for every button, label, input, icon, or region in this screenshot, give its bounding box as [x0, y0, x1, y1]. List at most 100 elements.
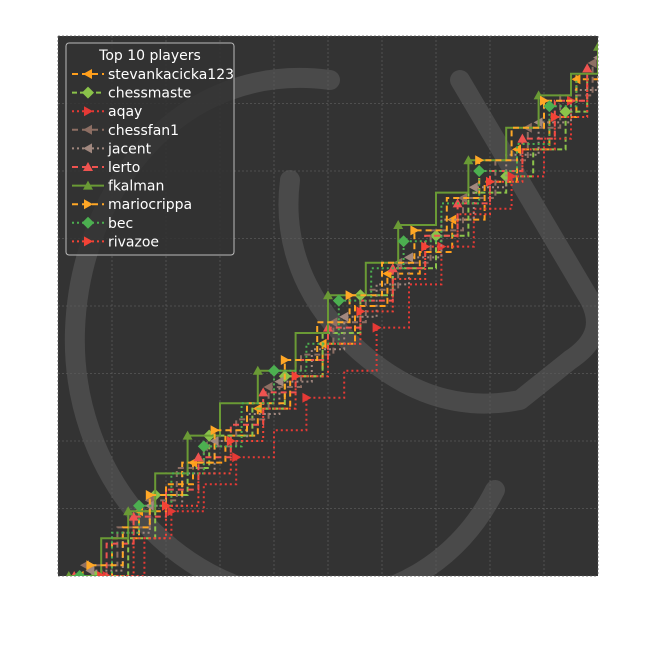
series-point-rivazoe-0	[97, 571, 107, 576]
series-point-fkalman-2	[123, 506, 134, 516]
series-point-rivazoe-4	[226, 436, 236, 446]
series-point-bec-10	[397, 235, 410, 248]
series-point-mariocrippa-8	[345, 290, 355, 301]
series-point-fkalman-16	[593, 41, 598, 51]
series-point-bec-12	[473, 165, 486, 177]
legend-label: aqay	[108, 104, 142, 120]
series-point-bec-14	[543, 100, 556, 113]
series-jacent	[85, 54, 598, 576]
series-point-fkalman-8	[323, 290, 333, 300]
series-point-rivazoe-12	[486, 176, 495, 187]
legend-item-rivazoe: rivazoe	[72, 234, 159, 250]
series-point-chessfan1-16	[587, 58, 597, 68]
series-point-fkalman-6	[252, 365, 263, 375]
legend-label: fkalman	[108, 179, 164, 195]
series-point-jacent-6	[274, 376, 284, 387]
series-point-aqay-2	[167, 506, 177, 517]
legend-label: bec	[108, 216, 133, 232]
series-line-chessmaste	[95, 79, 589, 576]
series-point-aqay-8	[372, 322, 382, 333]
series-point-mariocrippa-4	[210, 425, 220, 436]
series-point-aqay-6	[302, 392, 312, 403]
legend-item-jacent: jacent	[72, 141, 152, 157]
series-point-bec-6	[268, 364, 280, 377]
series-point-lerto-4	[193, 452, 204, 462]
series-rivazoe	[97, 84, 589, 576]
legend-swatch-marker	[83, 124, 92, 135]
legend-label: rivazoe	[108, 234, 159, 250]
legend-swatch-marker	[83, 180, 93, 190]
series-point-lerto-14	[517, 133, 528, 143]
series-point-chessmaste-14	[559, 105, 572, 118]
legend-item-lerto: lerto	[72, 160, 140, 176]
series-point-stevankacicka123-12	[447, 214, 457, 225]
legend: Top 10 players stevankacicka123 chessmast…	[65, 42, 235, 256]
legend-label: stevankacicka123	[108, 67, 234, 83]
series-point-fkalman-0	[66, 571, 72, 576]
legend-item-chessfan1: chessfan1	[72, 123, 179, 139]
series-point-bec-4	[197, 440, 210, 453]
legend-swatch-marker	[84, 236, 93, 247]
series-point-jacent-16	[593, 54, 598, 61]
series-line-stevankacicka123	[79, 63, 598, 576]
legend-swatch-marker	[83, 162, 93, 171]
series-point-fkalman-4	[182, 430, 193, 440]
series-point-jacent-8	[339, 311, 349, 322]
legend-swatch-marker	[83, 69, 92, 79]
series-point-fkalman-12	[463, 155, 474, 165]
series-point-lerto-6	[258, 387, 269, 397]
series-point-jacent-2	[144, 500, 154, 511]
series-point-rivazoe-14	[550, 112, 560, 122]
legend-label: chessfan1	[108, 123, 179, 139]
legend-label: jacent	[107, 141, 152, 157]
legend-item-chessmaste: chessmaste	[72, 86, 191, 102]
legend-item-aqay: aqay	[72, 104, 142, 120]
legend-frame	[65, 42, 235, 256]
series-point-rivazoe-10	[421, 241, 431, 252]
series-point-lerto-16	[582, 63, 593, 73]
series-point-aqay-12	[507, 171, 517, 182]
legend-item-fkalman: fkalman	[72, 179, 164, 195]
series-line-aqay	[106, 79, 589, 576]
series-point-lerto-2	[128, 511, 139, 521]
legend-swatch-marker	[82, 86, 94, 99]
series-line-rivazoe	[101, 84, 589, 576]
legend-label: chessmaste	[108, 86, 191, 102]
series-point-stevankacicka123-14	[512, 144, 521, 155]
series-point-mariocrippa-0	[86, 560, 96, 571]
legend-title: Top 10 players	[98, 48, 201, 64]
series-point-rivazoe-8	[356, 306, 366, 317]
legend-label: mariocrippa	[108, 197, 192, 213]
legend-items: stevankacicka123 chessmaste aqay chessfan1 j…	[72, 67, 234, 250]
series-point-mariocrippa-14	[540, 95, 549, 106]
series-point-jacent-12	[468, 182, 478, 193]
legend-swatch-marker	[84, 199, 93, 210]
series-point-bec-8	[332, 294, 345, 307]
series-point-aqay-4	[232, 452, 242, 463]
series-mariocrippa	[86, 73, 578, 571]
legend-swatch-marker	[82, 216, 94, 229]
series-point-jacent-0	[85, 565, 95, 576]
series-point-mariocrippa-10	[410, 225, 420, 236]
series-point-chessfan1-6	[263, 382, 273, 392]
legend-item-mariocrippa: mariocrippa	[72, 197, 192, 213]
series-point-mariocrippa-2	[145, 490, 155, 500]
series-point-chessfan1-12	[458, 193, 467, 203]
series-line-mariocrippa	[90, 73, 578, 567]
legend-item-bec: bec	[72, 216, 133, 232]
series-point-rivazoe-2	[162, 500, 171, 511]
legend-item-stevankacicka123: stevankacicka123	[72, 67, 234, 83]
series-layer	[66, 41, 598, 576]
legend-swatch-marker	[83, 143, 92, 154]
legend-label: lerto	[108, 160, 140, 176]
series-point-jacent-10	[404, 252, 413, 263]
series-point-mariocrippa-12	[475, 155, 485, 166]
series-point-bec-2	[133, 499, 145, 512]
series-point-bec-0	[73, 570, 86, 576]
series-point-jacent-4	[209, 436, 219, 446]
legend-swatch-marker	[84, 106, 93, 117]
watermark-knight	[278, 70, 598, 414]
series-point-fkalman-10	[393, 220, 404, 229]
series-point-rivazoe-6	[291, 371, 301, 382]
